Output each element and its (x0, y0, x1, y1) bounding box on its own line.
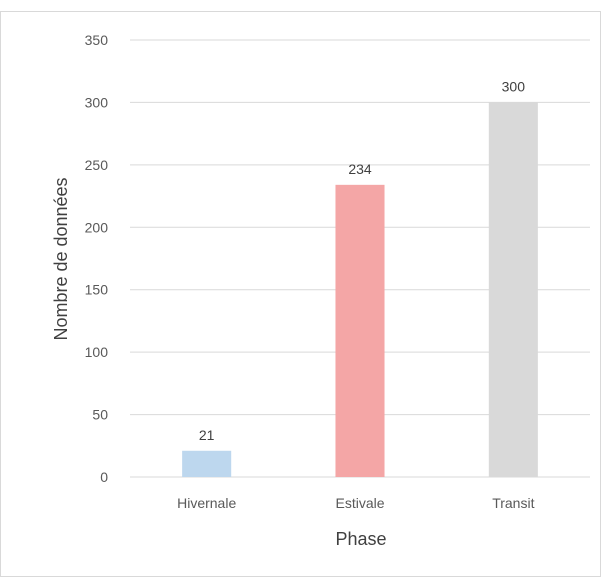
y-tick-label: 350 (85, 32, 109, 48)
bars (182, 102, 538, 477)
x-axis-title: Phase (335, 529, 386, 549)
y-axis-ticks: 0 50 100 150 200 250 300 350 (85, 32, 109, 485)
y-tick-label: 0 (100, 469, 108, 485)
bar-hivernale (182, 450, 232, 477)
y-axis-title: Nombre de données (51, 177, 71, 340)
data-label-hivernale: 21 (199, 427, 215, 443)
y-tick-label: 300 (85, 94, 109, 110)
data-labels: 21 234 300 (199, 78, 525, 442)
x-axis-categories: Hivernale Estivale Transit (177, 495, 534, 511)
y-tick-label: 200 (85, 219, 109, 235)
y-tick-label: 100 (85, 344, 109, 360)
x-category-label: Hivernale (177, 495, 236, 511)
x-category-label: Estivale (335, 495, 384, 511)
y-tick-label: 150 (85, 282, 109, 298)
data-label-transit: 300 (502, 78, 526, 94)
bar-transit (488, 102, 538, 477)
x-category-label: Transit (492, 495, 534, 511)
y-tick-label: 50 (92, 407, 108, 423)
y-tick-label: 250 (85, 157, 109, 173)
data-label-estivale: 234 (348, 161, 372, 177)
bar-estivale (335, 184, 385, 477)
